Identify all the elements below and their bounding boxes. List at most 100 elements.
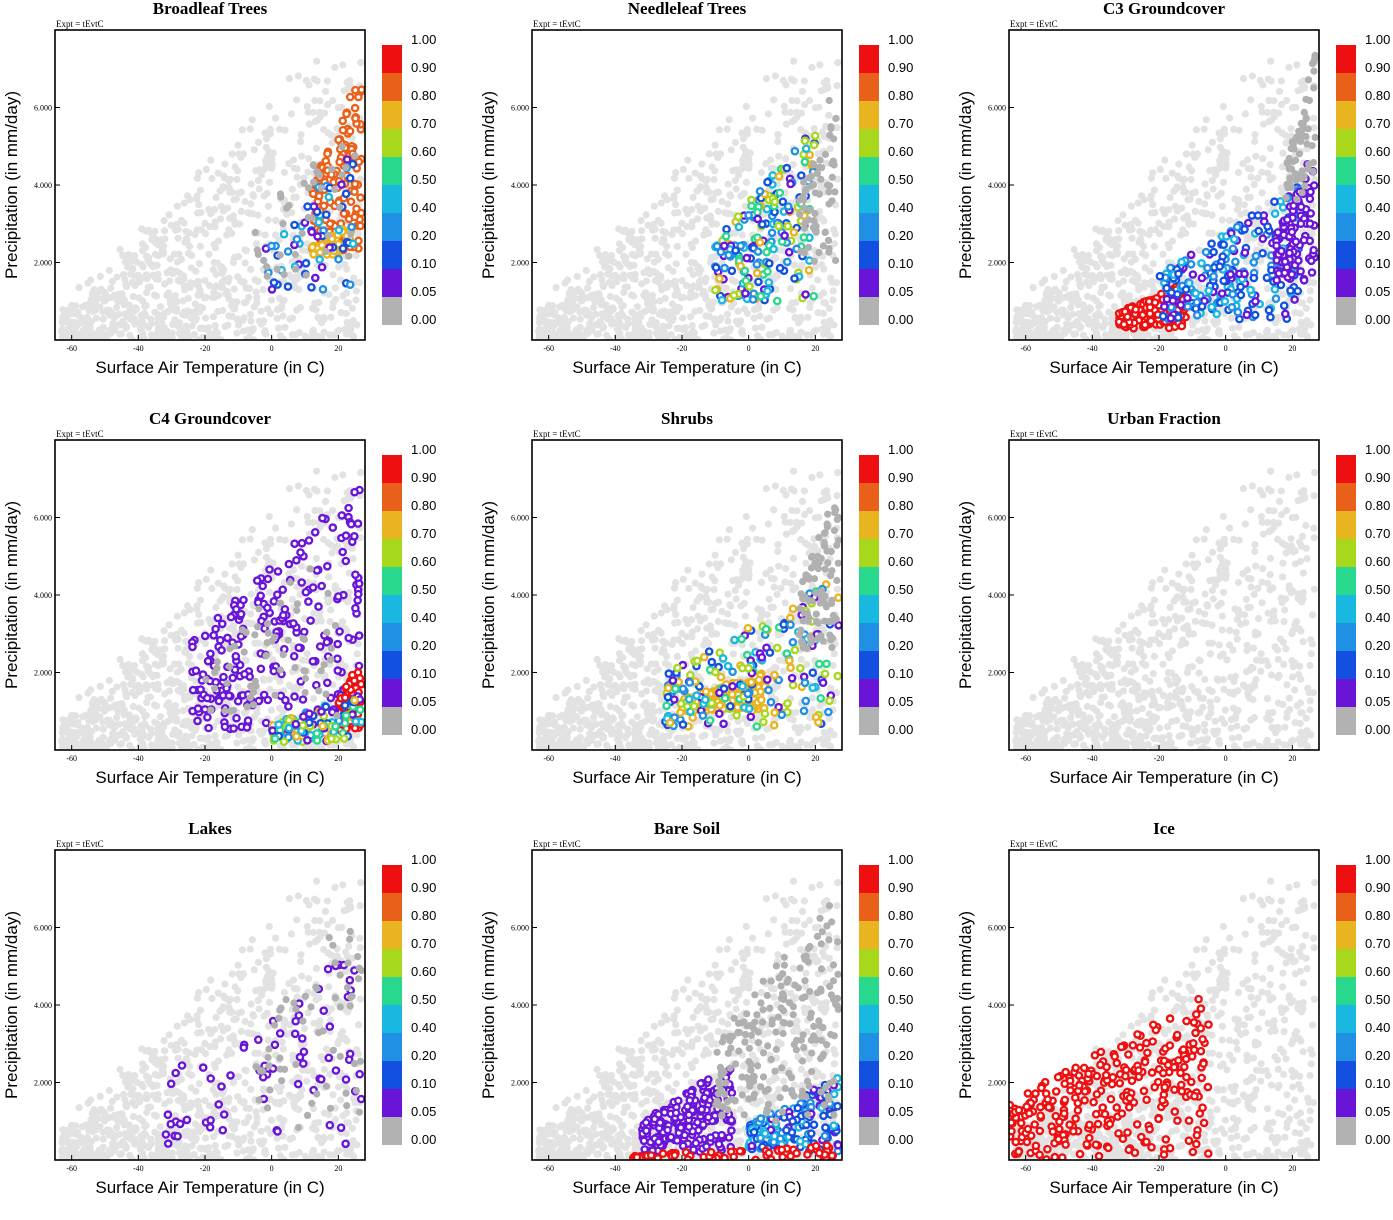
- data-point: [729, 268, 735, 274]
- background-point: [120, 681, 127, 688]
- background-point: [752, 325, 759, 332]
- background-point: [1157, 166, 1164, 173]
- background-point: [1149, 169, 1156, 176]
- data-point: [341, 211, 347, 217]
- data-point: [721, 243, 727, 249]
- data-point: [824, 182, 831, 189]
- data-point: [1211, 273, 1217, 279]
- data-point: [219, 621, 225, 627]
- background-point: [818, 261, 825, 268]
- background-point: [694, 215, 701, 222]
- background-point: [185, 660, 192, 667]
- background-point: [64, 745, 71, 752]
- background-point: [220, 173, 227, 180]
- background-point: [715, 189, 722, 196]
- background-point: [1093, 332, 1100, 339]
- background-point: [1084, 315, 1091, 322]
- data-point: [258, 593, 264, 599]
- data-point: [351, 533, 357, 539]
- background-point: [699, 290, 706, 297]
- background-point: [643, 277, 650, 284]
- data-point: [792, 148, 798, 154]
- background-point: [249, 526, 256, 533]
- background-point: [616, 318, 623, 325]
- background-point: [707, 299, 714, 306]
- colorbar-label: 0.80: [1365, 88, 1390, 103]
- data-point: [335, 668, 341, 674]
- colorbar-label: 0.05: [888, 284, 913, 299]
- background-point: [536, 319, 543, 326]
- data-point: [205, 658, 211, 664]
- background-point: [1184, 212, 1191, 219]
- background-point: [669, 231, 676, 238]
- data-point: [343, 191, 349, 197]
- background-point: [1189, 142, 1196, 149]
- background-point: [614, 274, 621, 281]
- background-point: [295, 482, 302, 489]
- colorbar-swatch: [859, 269, 879, 297]
- background-point: [1245, 165, 1252, 172]
- background-point: [145, 637, 152, 644]
- background-point: [643, 211, 650, 218]
- data-point: [291, 694, 297, 700]
- background-point: [274, 315, 281, 322]
- y-axis-label: Precipitation (in mm/day): [479, 91, 498, 279]
- data-point: [1282, 194, 1289, 201]
- data-point: [1214, 311, 1220, 317]
- colorbar-swatch: [859, 101, 879, 129]
- data-point: [357, 223, 363, 229]
- background-point: [248, 328, 255, 335]
- background-point: [827, 333, 834, 340]
- data-point: [217, 637, 223, 643]
- background-point: [728, 146, 735, 153]
- background-point: [153, 293, 160, 300]
- background-point: [132, 714, 139, 721]
- data-point: [754, 261, 760, 267]
- background-point: [1160, 223, 1167, 230]
- background-point: [687, 266, 694, 273]
- data-point: [1199, 303, 1205, 309]
- background-point: [652, 235, 659, 242]
- background-point: [741, 153, 748, 160]
- colorbar-swatch: [382, 45, 402, 73]
- background-point: [1061, 285, 1068, 292]
- background-point: [139, 707, 146, 714]
- background-point: [89, 291, 96, 298]
- data-point: [339, 512, 345, 518]
- background-point: [286, 485, 293, 492]
- background-point: [1267, 145, 1274, 152]
- experiment-label: Expt = tEvtC: [56, 19, 104, 29]
- background-point: [1226, 115, 1233, 122]
- background-point: [577, 324, 584, 331]
- data-point: [352, 489, 358, 495]
- colorbar-swatch: [1336, 297, 1356, 325]
- background-point: [297, 131, 304, 138]
- background-point: [1086, 304, 1093, 311]
- background-point: [221, 571, 228, 578]
- background-point: [1243, 186, 1250, 193]
- background-point: [1220, 179, 1227, 186]
- x-tick-label: -20: [1154, 344, 1165, 353]
- background-point: [260, 166, 267, 173]
- background-point: [197, 187, 204, 194]
- background-point: [745, 165, 752, 172]
- data-point: [764, 288, 770, 294]
- background-point: [699, 323, 706, 330]
- background-point: [1193, 126, 1200, 133]
- background-point: [109, 688, 116, 695]
- background-point: [332, 285, 339, 292]
- background-point: [1036, 302, 1043, 309]
- colorbar-label: 0.20: [1365, 228, 1390, 243]
- background-point: [1043, 291, 1050, 298]
- background-point: [753, 126, 760, 133]
- data-point: [1296, 150, 1303, 157]
- background-point: [682, 251, 689, 258]
- background-point: [650, 308, 657, 315]
- background-point: [339, 292, 346, 299]
- background-point: [239, 126, 246, 133]
- background-point: [207, 210, 214, 217]
- data-point: [194, 718, 200, 724]
- background-point: [277, 332, 284, 339]
- background-point: [621, 253, 628, 260]
- data-point: [355, 521, 361, 527]
